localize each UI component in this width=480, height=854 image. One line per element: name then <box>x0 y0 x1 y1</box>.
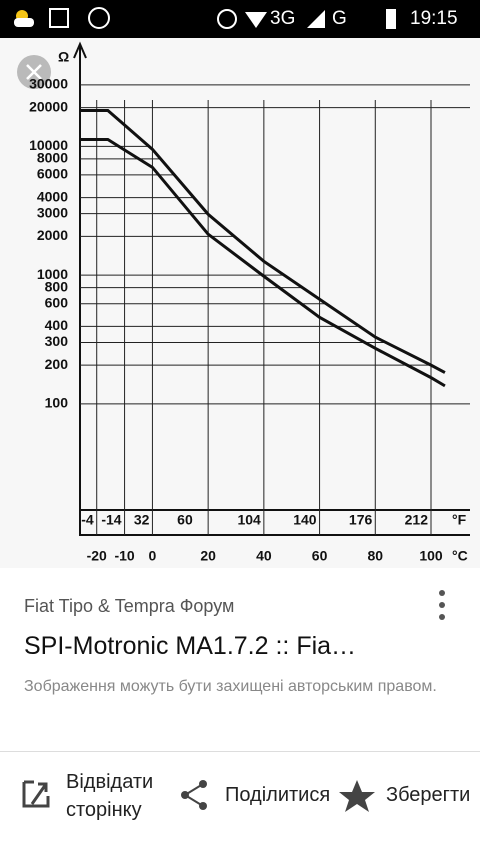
chart: Ω °F °C 10020030040060080010002000300040… <box>17 41 470 564</box>
title[interactable]: SPI-Motronic MA1.7.2 :: Fia… <box>24 632 357 660</box>
x2-tick-label: 140 <box>293 512 317 528</box>
x2-tick-label: 32 <box>134 512 150 528</box>
curve <box>80 138 446 388</box>
x2-tick-label: -4 <box>81 512 94 528</box>
source[interactable]: Fiat Tipo & Tempra Форум <box>24 596 235 616</box>
x2-unit: °F <box>452 512 467 528</box>
x-tick-label: 20 <box>200 548 216 564</box>
y-tick-label: 2000 <box>37 227 68 243</box>
y-tick-label: 100 <box>45 395 69 411</box>
action-icons <box>22 780 375 812</box>
x-unit: °C <box>452 548 468 564</box>
x-tick-label: 80 <box>367 548 383 564</box>
y-tick-label: 10000 <box>29 137 68 153</box>
network: 3G <box>270 8 296 29</box>
y-tick-label: 400 <box>45 317 69 333</box>
notice: Зображення можуть бути захищені авторськ… <box>24 678 437 695</box>
x-tick-label: -20 <box>87 548 107 564</box>
save-button[interactable]: Зберегти <box>386 784 471 806</box>
status-bar: 3G G 19:15 <box>0 0 480 38</box>
clock: 19:15 <box>410 8 458 29</box>
network: G <box>332 8 347 29</box>
x-tick-label: -10 <box>114 548 134 564</box>
x-tick-label: 100 <box>419 548 443 564</box>
menu-button[interactable] <box>436 588 448 622</box>
share-button[interactable]: Поділитися <box>225 784 331 806</box>
y-tick-label: 8000 <box>37 150 68 166</box>
info-card: Fiat Tipo & Tempra Форум SPI-Motronic MA… <box>0 568 480 750</box>
y-tick-label: 200 <box>45 356 69 372</box>
y-tick-label: 300 <box>45 333 69 349</box>
x2-tick-label: -14 <box>101 512 121 528</box>
x-tick-label: 60 <box>312 548 328 564</box>
y-tick-label: 3000 <box>37 204 68 220</box>
y-tick-label: 600 <box>45 294 69 310</box>
y-tick-label: 4000 <box>37 188 68 204</box>
status-icons <box>14 7 110 29</box>
x2-tick-label: 60 <box>177 512 193 528</box>
x2-tick-label: 212 <box>405 512 429 528</box>
y-tick-label: 30000 <box>29 76 68 92</box>
y-tick-label: 6000 <box>37 166 68 182</box>
image-viewer: Ω °F °C 100 200 300 400 600 800 1000 2000 3000 40… <box>0 38 480 568</box>
x-tick-label: 0 <box>149 548 157 564</box>
x2-tick-label: 176 <box>349 512 373 528</box>
y-tick-label: 1000 <box>37 266 68 282</box>
x-tick-label: 40 <box>256 548 272 564</box>
curve <box>80 108 446 374</box>
battery <box>386 9 396 29</box>
signal-icons <box>217 9 325 29</box>
x2-tick-label: 104 <box>237 512 261 528</box>
axis-arrow <box>73 41 87 59</box>
action-bar: Відвідати сторінку Поділитися Зберегти <box>0 751 480 844</box>
y-tick-label: 800 <box>45 278 69 294</box>
visit-button[interactable]: Відвідати сторінку <box>66 771 154 821</box>
y-tick-label: 20000 <box>29 98 68 114</box>
y-unit: Ω <box>58 49 69 65</box>
close-icon <box>26 64 42 80</box>
